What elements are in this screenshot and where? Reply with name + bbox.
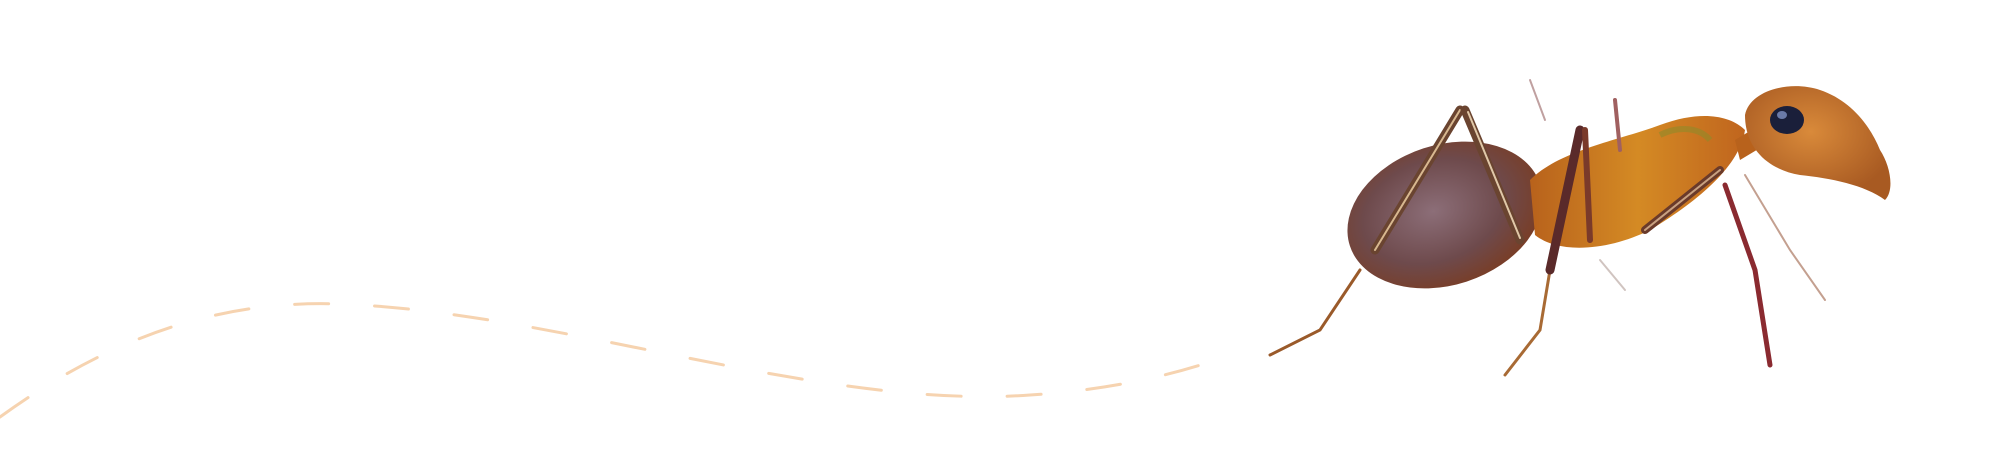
eye [1770, 106, 1804, 134]
dashed-trail [0, 302, 1212, 419]
eye-glint [1777, 111, 1787, 119]
thorax [1530, 115, 1745, 248]
thorax-shade [1658, 126, 1713, 143]
front-legs [1370, 79, 1724, 275]
head [1745, 86, 1891, 200]
legs [1268, 174, 1826, 377]
abdomen [1347, 141, 1543, 289]
